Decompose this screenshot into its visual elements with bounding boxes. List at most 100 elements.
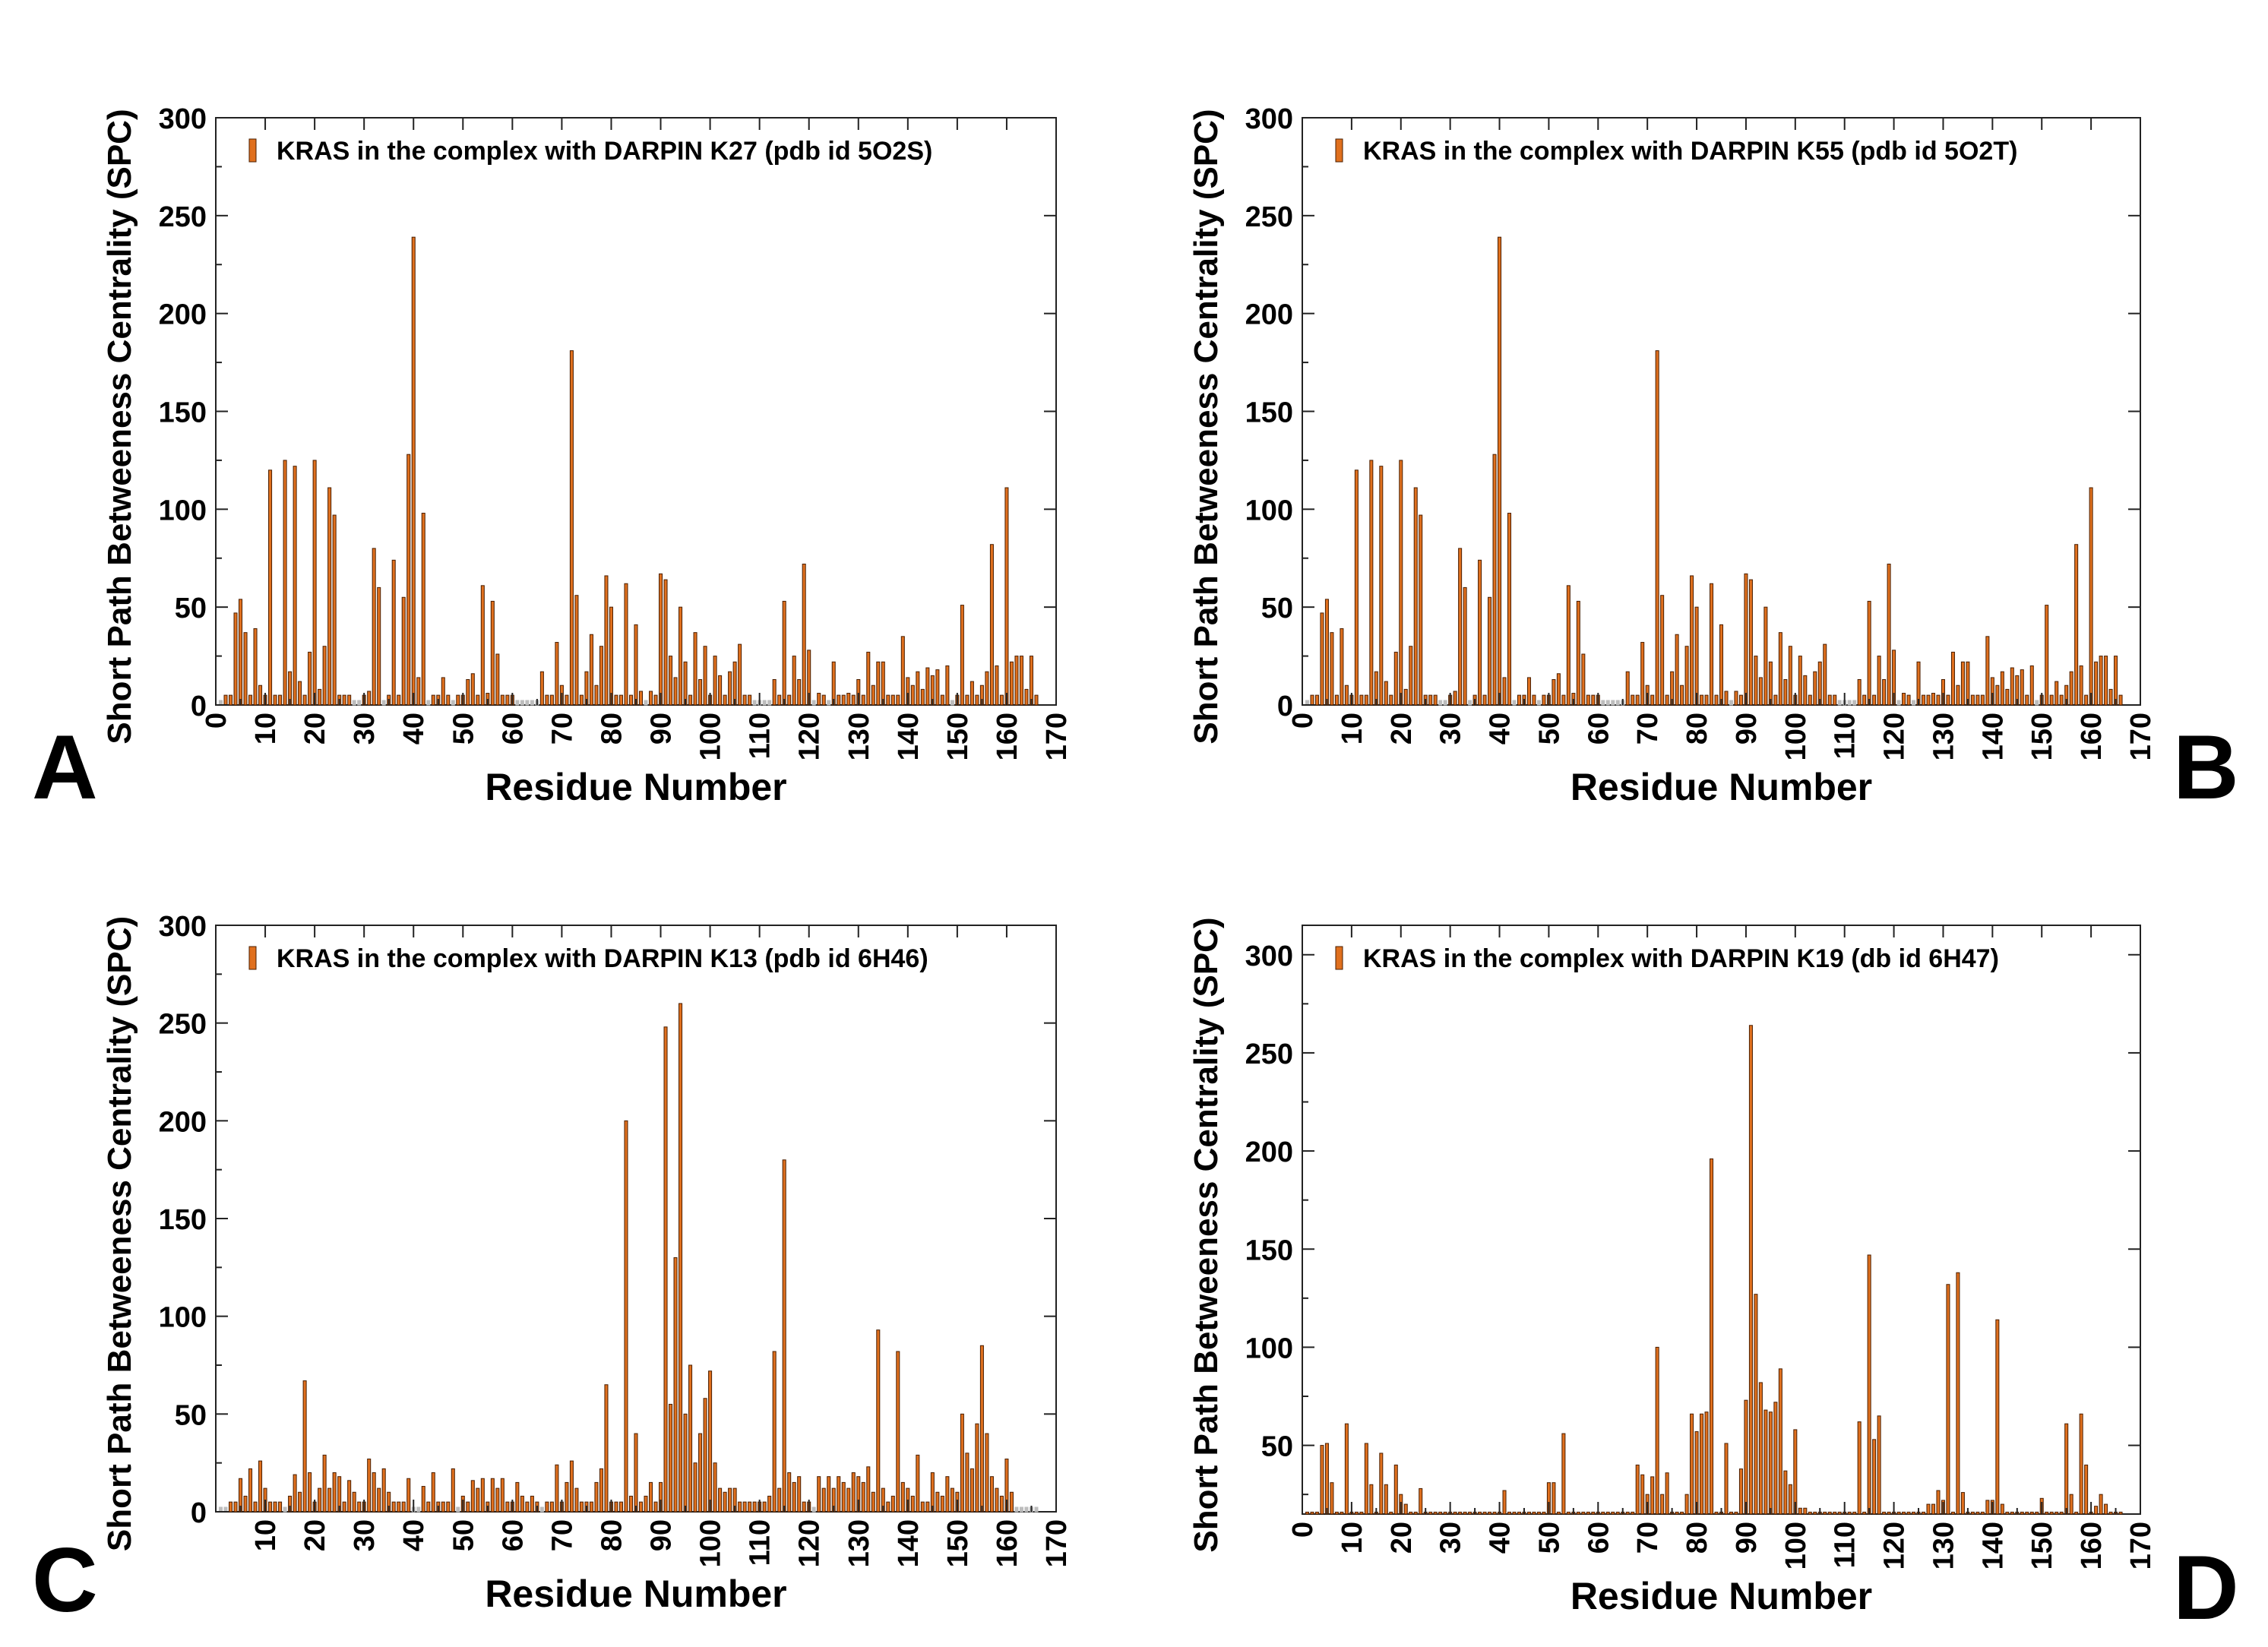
bar-d-res-116	[1872, 1439, 1877, 1515]
bar-d-res-109	[1837, 1511, 1842, 1515]
x-tick-label-a: 10	[250, 713, 282, 744]
bar-d-res-57	[1581, 1511, 1586, 1515]
bar-b-res-163	[2104, 656, 2108, 706]
bar-d-res-97	[1778, 1368, 1782, 1515]
x-tick-label-a: 30	[349, 713, 381, 744]
bar-d-res-122	[1902, 1511, 1906, 1515]
bar-b-res-7	[1334, 694, 1339, 706]
x-tick-label-b: 140	[1977, 713, 2009, 760]
bar-b-res-41	[1502, 677, 1507, 706]
bar-c-res-77	[594, 1481, 599, 1513]
bar-a-res-22	[322, 646, 327, 706]
bar-b-res-87	[1729, 700, 1733, 706]
bar-b-res-160	[2089, 487, 2093, 706]
x-tick-label-d: 100	[1780, 1522, 1812, 1570]
bar-a-res-53	[476, 694, 480, 706]
bar-d-res-161	[2094, 1506, 2099, 1515]
bar-a-res-44	[431, 694, 435, 706]
bar-d-res-126	[1922, 1511, 1926, 1515]
bar-c-res-88	[649, 1481, 653, 1513]
x-tick-label-d: 120	[1879, 1522, 1911, 1570]
x-tick-label-b: 120	[1879, 713, 1911, 760]
bar-a-res-63	[525, 700, 530, 706]
bar-a-res-144	[925, 667, 930, 706]
x-tick-label-d: 150	[2026, 1522, 2058, 1570]
bar-d-res-111	[1847, 1511, 1852, 1515]
bar-d-res-33	[1463, 1511, 1467, 1515]
bar-b-res-149	[2035, 700, 2039, 706]
bar-c-res-59	[505, 1501, 510, 1513]
bar-a-res-81	[614, 694, 618, 706]
x-tick-label-c: 30	[349, 1519, 381, 1551]
bar-c-res-47	[446, 1501, 451, 1513]
bar-b-res-136	[1970, 694, 1975, 706]
bar-a-res-165	[1029, 656, 1033, 706]
y-tick-label-d: 200	[1245, 1136, 1293, 1168]
bar-b-res-20	[1399, 460, 1403, 706]
x-tick-label-b: 110	[1830, 713, 1862, 759]
bar-b-res-14	[1369, 460, 1374, 706]
bar-a-res-34	[381, 700, 386, 706]
bar-a-res-90	[659, 573, 663, 706]
bar-b-res-23	[1413, 487, 1418, 706]
bar-b-res-153	[2054, 681, 2059, 706]
bar-c-res-149	[950, 1487, 954, 1513]
x-tick-label-a: 130	[843, 713, 875, 760]
bar-b-res-6	[1330, 632, 1334, 706]
bar-d-res-115	[1867, 1254, 1871, 1515]
bar-c-res-133	[871, 1491, 875, 1513]
panel-letter-a: A	[32, 716, 98, 818]
bar-d-res-42	[1507, 1511, 1512, 1515]
bar-d-res-108	[1833, 1511, 1837, 1515]
bar-b-res-18	[1389, 694, 1393, 706]
bar-a-res-82	[618, 694, 623, 706]
bar-a-res-3	[229, 694, 233, 706]
bar-b-res-105	[1817, 661, 1822, 706]
bar-a-res-99	[703, 646, 707, 706]
bar-d-res-151	[2045, 1511, 2049, 1515]
bar-b-res-129	[1936, 694, 1941, 706]
bar-a-res-13	[278, 694, 283, 706]
bar-a-res-142	[916, 671, 920, 706]
bar-a-res-71	[565, 694, 569, 706]
bar-c-res-136	[886, 1501, 890, 1513]
bar-c-res-91	[663, 1026, 668, 1513]
bar-c-res-16	[293, 1474, 297, 1513]
bar-d-res-118	[1882, 1511, 1887, 1515]
bar-a-res-153	[970, 681, 974, 706]
bar-a-res-137	[890, 694, 895, 706]
bar-a-res-20	[312, 460, 317, 706]
bar-a-res-124	[827, 700, 831, 706]
bar-d-res-95	[1768, 1411, 1773, 1515]
bar-a-res-134	[876, 661, 881, 706]
legend-swatch-b	[1335, 138, 1343, 163]
bar-b-res-79	[1690, 575, 1694, 706]
bar-c-res-112	[767, 1495, 772, 1513]
bar-a-res-86	[638, 691, 644, 706]
x-tick-label-c: 70	[546, 1519, 578, 1551]
panel-letter-d: D	[2173, 1537, 2239, 1639]
bar-b-res-162	[2099, 656, 2103, 706]
bar-c-res-126	[837, 1476, 841, 1513]
bar-a-res-136	[886, 694, 890, 706]
bar-c-res-159	[999, 1495, 1004, 1513]
x-tick-label-b: 170	[2125, 713, 2157, 760]
bar-a-res-43	[426, 700, 431, 706]
bar-c-res-76	[589, 1501, 593, 1513]
bar-a-res-133	[871, 684, 875, 706]
x-tick-label-d: 70	[1632, 1522, 1664, 1554]
bar-b-res-152	[2049, 694, 2054, 706]
bar-c-res-19	[308, 1472, 312, 1513]
bar-d-res-37	[1482, 1511, 1487, 1515]
bar-a-res-67	[545, 694, 549, 706]
bar-d-res-63	[1611, 1511, 1615, 1515]
bar-b-res-96	[1773, 694, 1778, 706]
y-tick-label-d: 250	[1245, 1038, 1293, 1070]
bar-b-res-12	[1359, 694, 1364, 706]
bar-c-res-86	[638, 1501, 644, 1513]
bar-b-res-164	[2108, 688, 2113, 706]
bar-a-res-24	[332, 514, 337, 706]
bar-b-res-68	[1635, 694, 1640, 706]
bar-a-res-31	[367, 691, 372, 706]
bar-a-res-96	[688, 694, 693, 706]
